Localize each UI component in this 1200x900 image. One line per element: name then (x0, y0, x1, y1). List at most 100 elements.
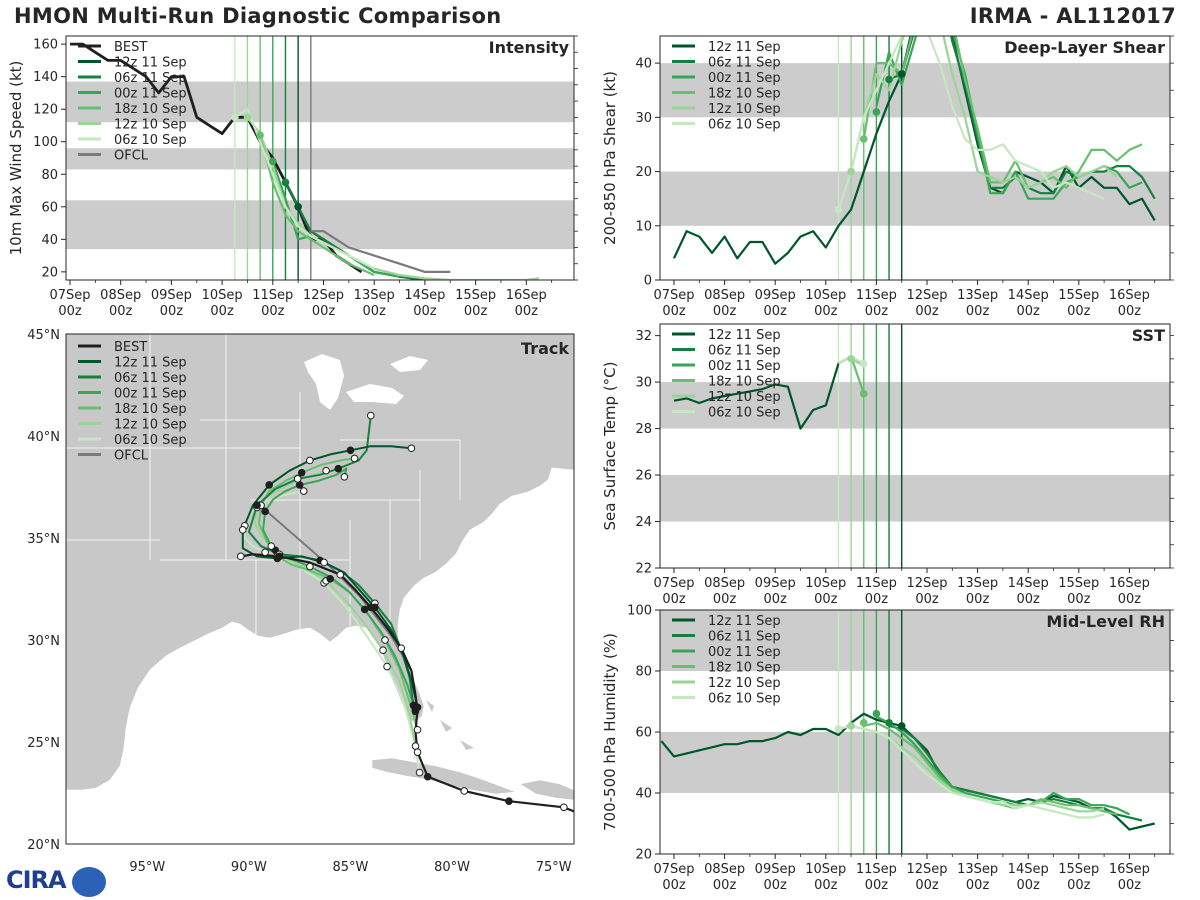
intensity-series-ofcl (310, 230, 451, 273)
shear-ytick-label: 10 (635, 219, 652, 234)
rh-xtick-label-hour: 00z (1017, 878, 1041, 893)
intensity-xtick-label-hour: 00z (261, 304, 285, 319)
shear-ytick-label: 40 (635, 57, 652, 72)
cira-logo-text: CIRA (6, 866, 67, 894)
track-legend-label-best: BEST (114, 340, 147, 355)
rh-series-12z-11-sep (660, 712, 1155, 831)
sst-legend-label-06z-10-sep: 06z 10 Sep (708, 406, 781, 421)
rh-xtick-label-hour: 00z (1118, 878, 1142, 893)
cira-logo: CIRA (6, 866, 106, 898)
shear-title: Deep-Layer Shear (1004, 38, 1165, 57)
track-point-best (236, 552, 245, 561)
shear-ytick-label: 30 (635, 111, 652, 126)
sst-xtick-label-day: 08Sep (704, 576, 745, 591)
sst-xtick-label-day: 14Sep (1008, 576, 1049, 591)
rh-xtick-label-hour: 00z (1067, 878, 1091, 893)
sst-xtick-label-day: 10Sep (805, 576, 846, 591)
intensity-legend-label-12z-10-sep: 12z 10 Sep (114, 118, 187, 133)
cuba-island (371, 757, 517, 795)
track-point-best (397, 644, 406, 652)
track-point-best (413, 748, 422, 757)
sst-ytick-label: 30 (635, 376, 652, 391)
track-point-best (423, 772, 432, 781)
rh-legend-label-12z-10-sep: 12z 10 Sep (708, 676, 781, 691)
shear-series-12z-10-sep (850, 36, 1118, 189)
track-map-panel: 95°W 90°W 85°W 80°W 75°W 20°N 25°N 30°N 35°N 40°N… (27, 328, 575, 875)
intensity-xtick-label-day: 14Sep (404, 288, 445, 303)
rh-xtick-label-day: 14Sep (1008, 862, 1049, 877)
rh-xtick-label-hour: 00z (764, 878, 788, 893)
shear-band-1 (660, 171, 1170, 226)
track-point-12z-10-sep (411, 742, 420, 750)
track-lat-label: 35°N (27, 532, 60, 547)
intensity-ylabel: 10m Max Wind Speed (kt) (7, 61, 25, 256)
track-legend-label-ofcl: OFCL (114, 449, 149, 464)
shear-xtick-label-day: 09Sep (755, 288, 796, 303)
intensity-ytick-label: 80 (41, 168, 58, 183)
rh-xtick-label-hour: 00z (662, 878, 686, 893)
sst-xtick-label-hour: 00z (1067, 592, 1091, 607)
rh-marker-18z-10-sep (859, 719, 868, 727)
rh-panel: 2040608010007Sep00z08Sep00z09Sep00z10Sep… (601, 604, 1174, 893)
shear-xtick-label-hour: 00z (1118, 304, 1142, 319)
track-point-18z-10-sep (413, 725, 422, 734)
track-point-18z-10-sep (326, 575, 334, 583)
rh-xtick-label-day: 08Sep (704, 862, 745, 877)
shear-ytick-label: 20 (635, 165, 652, 180)
intensity-xtick-label-hour: 00z (312, 304, 336, 319)
sst-ytick-label: 22 (635, 562, 652, 577)
sst-xtick-label-hour: 00z (1017, 592, 1041, 607)
sst-panel: 22242628303207Sep00z08Sep00z09Sep00z10Se… (601, 323, 1174, 607)
intensity-legend-label-12z-11-sep: 12z 11 Sep (114, 56, 187, 71)
shear-xtick-label-day: 08Sep (704, 288, 745, 303)
intensity-ytick-label: 60 (41, 200, 58, 215)
intensity-band-0 (66, 81, 574, 123)
intensity-marker-12z-10-sep (243, 113, 252, 122)
sst-xtick-label-day: 15Sep (1058, 576, 1099, 591)
intensity-xtick-label-day: 10Sep (202, 288, 243, 303)
sst-legend-label-06z-11-sep: 06z 11 Sep (708, 344, 781, 359)
intensity-panel: 2040608010012014016007Sep00z08Sep00z09Se… (7, 35, 578, 319)
track-point-06z-11-sep (253, 501, 261, 510)
shear-ytick-label: 0 (644, 274, 652, 289)
intensity-xtick-label-hour: 00z (363, 304, 387, 319)
rh-plot-content (660, 610, 1170, 854)
track-point-00z-11-sep (306, 562, 314, 571)
track-point-best (275, 552, 284, 561)
intensity-marker-06z-10-sep (230, 113, 239, 122)
track-point-06z-11-sep (293, 475, 302, 483)
intensity-series-06z-10-sep (234, 108, 375, 270)
rh-ytick-label: 20 (635, 848, 652, 863)
track-point-06z-10-sep (261, 548, 269, 557)
track-point-00z-11-sep (295, 481, 304, 489)
intensity-xtick-label-hour: 00z (464, 304, 488, 319)
storm-id-label: IRMA - AL112017 (969, 4, 1176, 28)
rh-marker-00z-11-sep (872, 709, 881, 718)
track-point-best (505, 797, 513, 805)
rh-band-0 (660, 610, 1170, 671)
rh-xtick-label-day: 11Sep (856, 862, 897, 877)
shear-xtick-label-day: 07Sep (653, 288, 694, 303)
intensity-ytick-label: 140 (33, 70, 58, 85)
rh-legend-label-06z-11-sep: 06z 11 Sep (708, 630, 781, 645)
sst-series-18z-10-sep (850, 356, 865, 395)
shear-legend-label-06z-10-sep: 06z 10 Sep (708, 118, 781, 133)
rh-ytick-label: 80 (635, 665, 652, 680)
intensity-legend-label-06z-10-sep: 06z 10 Sep (114, 133, 187, 148)
track-legend-label-00z-11-sep: 00z 11 Sep (114, 387, 187, 402)
intensity-series-best (70, 42, 363, 274)
sst-xtick-label-hour: 00z (662, 592, 686, 607)
rh-legend-label-12z-11-sep: 12z 11 Sep (708, 614, 781, 629)
sst-plot-area (660, 324, 1170, 568)
intensity-band-1 (66, 148, 574, 170)
intensity-ytick-label: 160 (33, 38, 58, 53)
shear-frame (659, 35, 1171, 281)
sst-band-1 (660, 475, 1170, 522)
intensity-ytick-label: 120 (33, 103, 58, 118)
rh-ytick-label: 60 (635, 726, 652, 741)
track-title: Track (521, 339, 569, 358)
shear-band-0 (660, 63, 1170, 118)
intensity-marker-18z-10-sep (256, 131, 264, 140)
track-point-18z-10-sep (350, 454, 359, 463)
